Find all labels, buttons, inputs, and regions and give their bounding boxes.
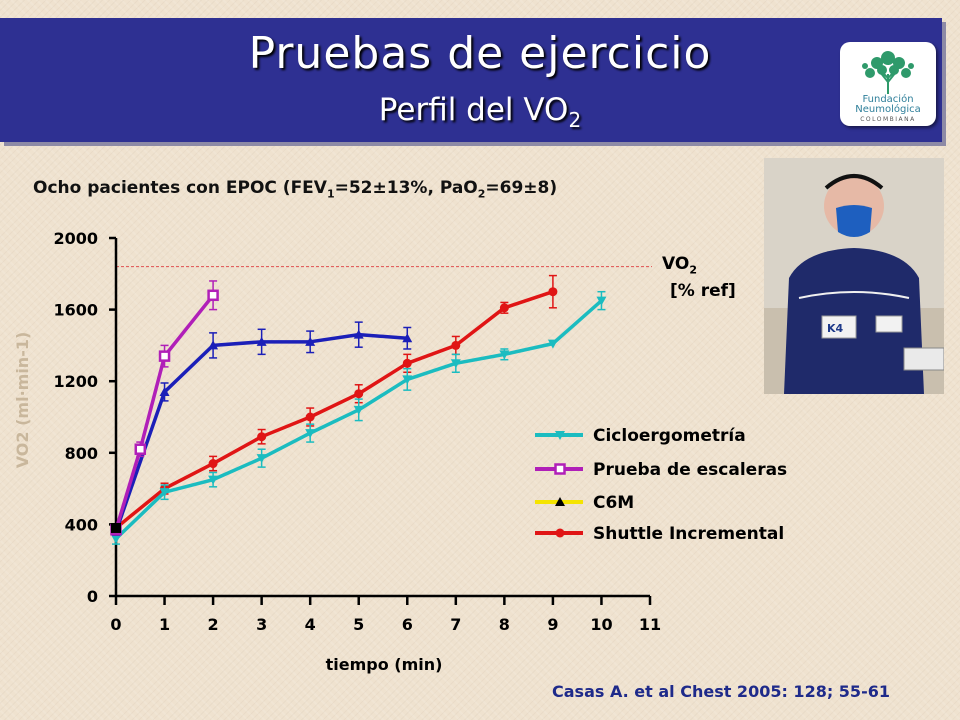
data-point [499,350,510,360]
data-point [159,386,170,396]
data-point [499,303,509,313]
legend-item-0: Cicloergometría [535,426,746,446]
x-tick-label: 3 [256,615,267,634]
y-tick-label: 1600 [53,301,98,320]
tree-icon: Fundación Neumológica COLOMBIANA [855,51,921,123]
data-point [402,375,413,385]
x-tick-label: 1 [159,615,170,634]
heading-sub1: 1 [326,187,335,201]
heading-part3: =69±8) [485,178,558,198]
photo-tag: K4 [827,322,844,335]
x-tick-label: 8 [499,615,510,634]
legend-item-3: Shuttle Incremental [535,524,784,544]
data-point [554,463,566,475]
x-tick-label: 11 [639,615,661,634]
data-point [158,350,171,362]
x-tick-label: 5 [353,615,364,634]
y-tick-label: 2000 [53,229,98,248]
series-line [114,294,215,531]
x-tick-label: 6 [402,615,413,634]
k4-device-icon [875,315,903,333]
data-point [353,329,364,339]
patient-photo: K4 [764,158,944,394]
logo-line3: COLOMBIANA [860,116,916,123]
ref-label-line2: [% ref] [670,281,736,301]
data-point [548,287,558,297]
series-line [114,290,554,530]
data-point [305,336,316,346]
ref-label-line1: VO2 [662,254,697,276]
x-tick-label: 10 [590,615,612,634]
data-point [596,296,607,306]
data-point [256,454,267,464]
citation: Casas A. et al Chest 2005: 128; 55-61 [552,682,890,701]
ref-label-main: VO [662,254,690,274]
data-point [207,289,219,302]
data-point [256,336,267,346]
ref-label-sub: 2 [689,263,697,277]
slide-subtitle: Perfil del VO2 [0,92,960,132]
data-point [305,412,315,422]
start-point [111,522,121,533]
data-point [159,488,170,498]
data-point [451,340,461,350]
heading-part1: Ocho pacientes con EPOC (FEV [33,178,327,198]
data-point [555,497,565,506]
x-tick-label: 9 [547,615,558,634]
heading-sub2: 2 [477,187,486,201]
legend-label: Cicloergometría [593,426,746,446]
legend: Cicloergometría Prueba de escaleras C6M Shu… [535,426,787,544]
logo-line1: Fundación [862,93,913,105]
data-point [547,339,558,349]
series-layer [110,274,607,545]
y-tick-label: 800 [65,444,98,463]
title-banner [0,18,942,142]
data-point [354,389,364,399]
x-axis-title: tiempo (min) [326,655,443,674]
data-point [353,405,364,415]
data-point [208,475,219,485]
legend-label: C6M [593,493,634,513]
data-point [208,340,219,350]
data-point [305,429,316,439]
x-tick-label: 2 [208,615,219,634]
series-cicloergometría [111,290,607,545]
subtitle-subscript: 2 [568,108,582,133]
data-point [402,333,413,343]
y-tick-label: 1200 [53,372,98,391]
data-point [134,443,147,455]
legend-label: Prueba de escaleras [593,460,787,480]
y-tick-label: 400 [65,515,98,534]
data-point [208,459,218,469]
data-point [555,528,565,538]
data-point [257,432,267,442]
subtitle-text: Perfil del VO [378,92,569,128]
y-axis-title: VO2 (ml·min-1) [13,332,32,469]
chart-heading: Ocho pacientes con EPOC (FEV1=52±13%, Pa… [33,178,557,200]
y-tick-label: 0 [87,587,98,606]
x-tick-label: 4 [305,615,316,634]
legend-label: Shuttle Incremental [593,524,784,544]
axes: 0 400 800 1200 1600 2000 0 1 2 3 4 5 6 7 8 9 10 11 tiempo … [13,229,661,674]
heading-part2: =52±13%, PaO [334,178,478,198]
legend-item-2: C6M [535,493,634,513]
series-c6m [111,321,413,536]
x-tick-label: 0 [110,615,121,634]
data-point [555,431,565,440]
data-point [111,534,121,544]
legend-item-1: Prueba de escaleras [535,460,787,480]
x-tick-label: 7 [450,615,461,634]
logo-line2: Neumológica [855,103,920,115]
fundacion-logo: Fundación Neumológica COLOMBIANA [840,42,936,126]
data-point [450,359,461,369]
series-shuttle-incremental [111,274,558,533]
slide-title: Pruebas de ejercicio [248,28,712,79]
data-point [402,358,412,368]
